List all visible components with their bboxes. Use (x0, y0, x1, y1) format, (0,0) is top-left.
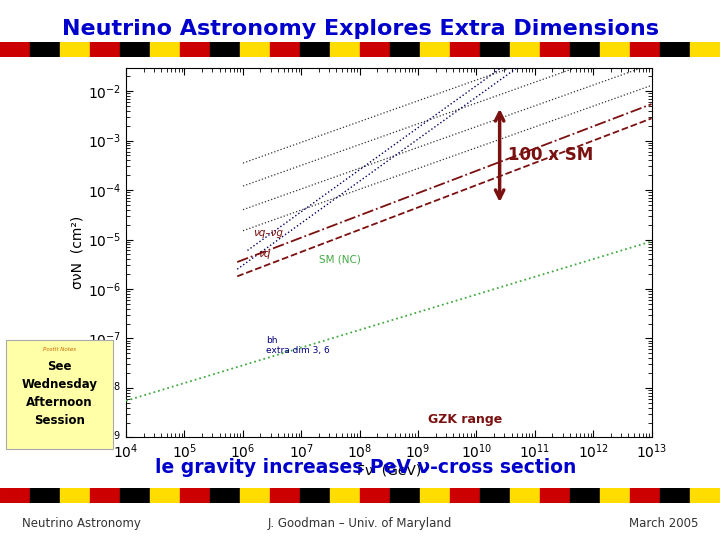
Bar (90, 488, 120, 503)
Bar (360, 488, 390, 503)
Bar (60, 488, 90, 503)
Bar (60, 42, 90, 57)
Bar (570, 488, 600, 503)
Bar (600, 42, 630, 57)
Bar (300, 488, 330, 503)
Text: νq: νq (258, 249, 270, 259)
Text: Neutrino Astronomy Explores Extra Dimensions: Neutrino Astronomy Explores Extra Dimens… (61, 19, 659, 39)
Bar (480, 488, 510, 503)
Text: νq–νg: νq–νg (253, 227, 283, 238)
Bar (120, 488, 150, 503)
Bar (690, 42, 720, 57)
Bar (660, 488, 690, 503)
Bar (510, 488, 540, 503)
Bar (420, 488, 450, 503)
Text: le gravity increases PeV ν-cross section: le gravity increases PeV ν-cross section (155, 457, 576, 477)
Y-axis label: σνN  (cm²): σνN (cm²) (71, 216, 85, 289)
Text: J. Goodman – Univ. of Maryland: J. Goodman – Univ. of Maryland (268, 517, 452, 530)
Bar (240, 488, 270, 503)
Bar (0, 488, 30, 503)
Bar (150, 42, 180, 57)
Bar (660, 42, 690, 57)
Bar (240, 42, 270, 57)
Bar (570, 42, 600, 57)
Bar (480, 42, 510, 57)
Bar (450, 488, 480, 503)
Bar (180, 42, 210, 57)
Text: March 2005: March 2005 (629, 517, 698, 530)
Bar (360, 42, 390, 57)
Bar (390, 42, 420, 57)
Bar (30, 488, 60, 503)
Bar (210, 42, 240, 57)
Bar (120, 42, 150, 57)
Bar (90, 42, 120, 57)
Bar (540, 488, 570, 503)
Bar (690, 488, 720, 503)
Text: bh
extra dim 3, 6: bh extra dim 3, 6 (266, 336, 330, 355)
Bar (300, 42, 330, 57)
Bar (0, 42, 30, 57)
Bar (180, 488, 210, 503)
Bar (150, 488, 180, 503)
Text: SM (NC): SM (NC) (319, 254, 361, 264)
Bar (630, 488, 660, 503)
Bar (450, 42, 480, 57)
Bar (270, 488, 300, 503)
Bar (330, 488, 360, 503)
Text: 100 x SM: 100 x SM (508, 146, 593, 165)
Bar (420, 42, 450, 57)
Bar (390, 488, 420, 503)
Text: GZK range: GZK range (428, 413, 503, 426)
FancyBboxPatch shape (6, 340, 113, 449)
Bar (630, 42, 660, 57)
Bar (30, 42, 60, 57)
Text: See
Wednesday
Afternoon
Session: See Wednesday Afternoon Session (22, 360, 97, 427)
Text: Neutrino Astronomy: Neutrino Astronomy (22, 517, 140, 530)
X-axis label: Fν  (GeV): Fν (GeV) (356, 464, 421, 478)
Bar (210, 488, 240, 503)
Bar (270, 42, 300, 57)
Bar (540, 42, 570, 57)
Bar (600, 488, 630, 503)
Bar (510, 42, 540, 57)
Text: PostIt Notes: PostIt Notes (42, 347, 76, 352)
Bar (330, 42, 360, 57)
